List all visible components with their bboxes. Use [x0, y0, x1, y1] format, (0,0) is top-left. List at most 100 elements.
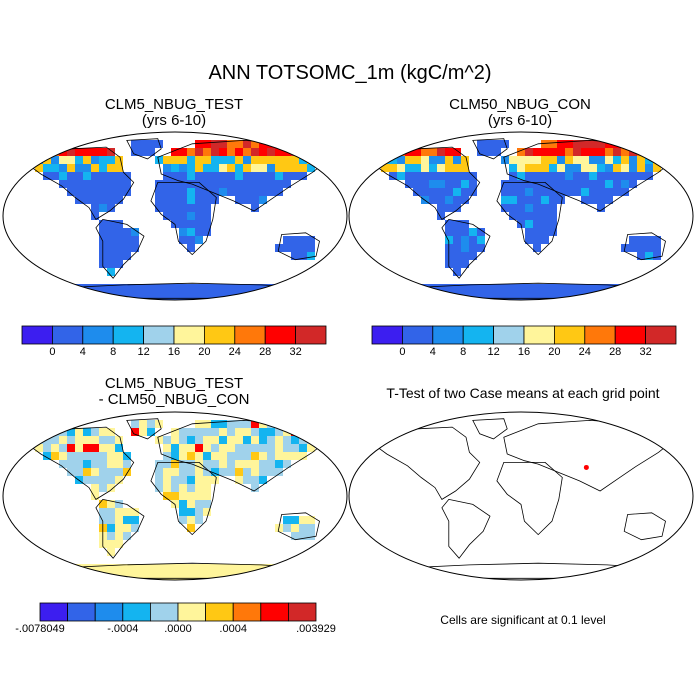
- grid-cell: [259, 428, 267, 436]
- grid-cell: [461, 236, 469, 244]
- grid-cell: [541, 236, 549, 244]
- grid-cell: [653, 244, 661, 252]
- grid-cell: [549, 188, 557, 196]
- grid-cell: [259, 460, 267, 468]
- grid-cell: [267, 452, 275, 460]
- grid-cell: [131, 140, 139, 148]
- grid-cell: [589, 196, 597, 204]
- grid-cell: [525, 180, 533, 188]
- colorbar-swatch: [462, 325, 495, 345]
- grid-cell: [533, 212, 541, 220]
- grid-cell: [461, 252, 469, 260]
- grid-cell: [195, 172, 203, 180]
- figure-title: ANN TOTSOMC_1m (kgC/m^2): [208, 62, 492, 84]
- grid-cell: [179, 428, 187, 436]
- grid-cell: [621, 164, 629, 172]
- grid-cell: [155, 188, 163, 196]
- grid-cell: [195, 156, 203, 164]
- grid-cell: [179, 220, 187, 228]
- grid-cell: [445, 148, 453, 156]
- grid-cell: [533, 236, 541, 244]
- colorbar-tick-label: 20: [548, 346, 561, 358]
- grid-cell: [549, 164, 557, 172]
- grid-cell: [59, 156, 67, 164]
- grid-cell: [251, 188, 259, 196]
- grid-cell: [91, 476, 99, 484]
- grid-cell: [405, 284, 413, 292]
- grid-cell: [259, 572, 267, 580]
- grid-cell: [251, 284, 259, 292]
- grid-cell: [517, 164, 525, 172]
- grid-cell: [163, 572, 171, 580]
- grid-cell: [107, 452, 115, 460]
- grid-cell: [517, 284, 525, 292]
- grid-cell: [203, 564, 211, 572]
- grid-cell: [477, 140, 485, 148]
- grid-cell: [621, 140, 629, 148]
- grid-cell: [163, 284, 171, 292]
- grid-cell: [669, 156, 677, 164]
- grid-cell: [187, 164, 195, 172]
- grid-cell: [211, 172, 219, 180]
- grid-cell: [187, 236, 195, 244]
- grid-cell: [211, 284, 219, 292]
- grid-cell: [533, 164, 541, 172]
- grid-cell: [131, 516, 139, 524]
- colorbar-swatch: [82, 325, 114, 345]
- grid-cell: [557, 188, 565, 196]
- grid-cell: [299, 524, 307, 532]
- grid-cell: [299, 252, 307, 260]
- grid-cell: [597, 188, 605, 196]
- grid-cell: [107, 236, 115, 244]
- grid-cell: [99, 428, 107, 436]
- grid-cell: [35, 444, 43, 452]
- grid-cell: [637, 292, 645, 300]
- grid-cell: [203, 140, 211, 148]
- grid-cell: [453, 188, 461, 196]
- map-border: [2, 411, 348, 581]
- grid-cell: [299, 516, 307, 524]
- grid-cell: [203, 484, 211, 492]
- colorbar-tick-label: 4: [79, 346, 86, 358]
- grid-cell: [107, 476, 115, 484]
- grid-cell: [115, 172, 123, 180]
- grid-cell: [453, 260, 461, 268]
- grid-cell: [171, 468, 179, 476]
- grid-cell: [187, 444, 195, 452]
- grid-cell: [179, 164, 187, 172]
- grid-cell: [259, 436, 267, 444]
- grid-cell: [413, 188, 421, 196]
- grid-cell: [275, 172, 283, 180]
- grid-cell: [445, 172, 453, 180]
- grid-cell: [91, 428, 99, 436]
- grid-cell: [621, 292, 629, 300]
- map-border: [2, 131, 348, 301]
- grid-cell: [195, 284, 203, 292]
- grid-cell: [613, 180, 621, 188]
- grid-cell: [267, 148, 275, 156]
- grid-cell: [485, 140, 493, 148]
- grid-cell: [235, 188, 243, 196]
- grid-cell: [195, 204, 203, 212]
- grid-cell: [211, 476, 219, 484]
- grid-cell: [187, 172, 195, 180]
- grid-cell: [469, 244, 477, 252]
- grid-cell: [83, 444, 91, 452]
- grid-cell: [171, 452, 179, 460]
- grid-cell: [187, 292, 195, 300]
- grid-cell: [235, 444, 243, 452]
- grid-cell: [299, 172, 307, 180]
- grid-cell: [235, 452, 243, 460]
- colorbar-control: [371, 325, 677, 345]
- grid-cell: [115, 540, 123, 548]
- grid-cell: [211, 188, 219, 196]
- grid-cell: [275, 164, 283, 172]
- grid-cell: [565, 180, 573, 188]
- grid-cell: [565, 172, 573, 180]
- grid-cell: [179, 292, 187, 300]
- grid-cell: [171, 460, 179, 468]
- grid-cell: [67, 436, 75, 444]
- grid-cell: [163, 564, 171, 572]
- grid-cell: [629, 180, 637, 188]
